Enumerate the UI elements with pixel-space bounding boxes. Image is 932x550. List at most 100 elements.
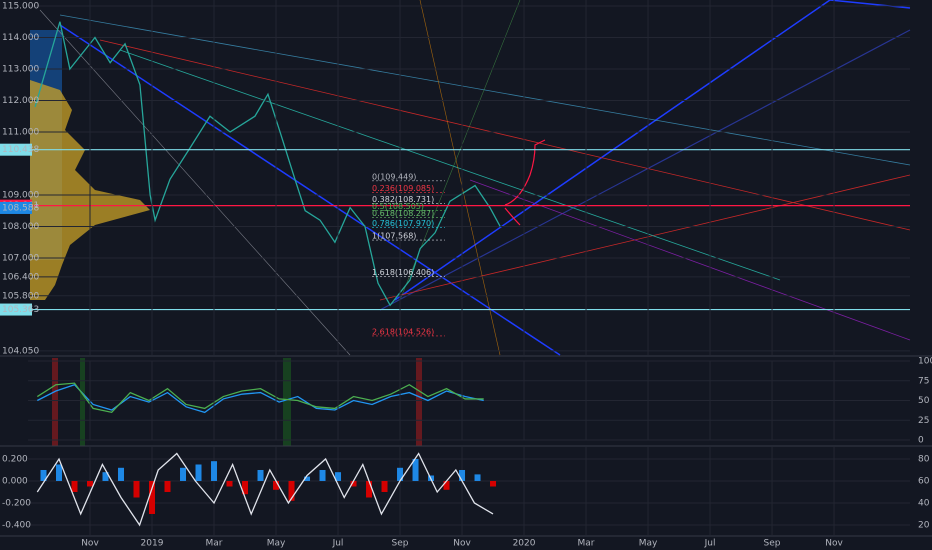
y-tick-label: 75: [918, 376, 929, 386]
histogram-bar: [412, 458, 419, 481]
fib-label: 1(107.568): [372, 232, 416, 241]
y2-tick-label: 80: [918, 454, 930, 464]
price-label-box: [0, 143, 32, 156]
x-tick-label: Nov: [453, 539, 471, 549]
histogram-bar: [164, 480, 171, 492]
y-tick-label: -0.400: [2, 520, 31, 530]
y-tick-label: 111.000: [2, 127, 39, 137]
fib-label: 0.236(109.085): [372, 184, 434, 193]
histogram-bar: [242, 480, 249, 495]
histogram-bar: [397, 467, 404, 481]
fib-label: 0.5(108.505): [372, 202, 424, 211]
x-tick-label: Sep: [764, 539, 781, 549]
histogram-bar: [366, 480, 373, 498]
trend-line: [469, 179, 911, 341]
histogram-bar: [474, 474, 481, 481]
y-tick-label: -0.200: [2, 498, 31, 508]
fib-label: 0.618(108.287): [372, 209, 434, 218]
histogram-bar: [443, 480, 450, 490]
fib-label: 2.618(104.526): [372, 327, 434, 336]
signal-strip: [52, 358, 58, 446]
signal-strip: [283, 358, 291, 446]
y-tick-label: 104.050: [2, 346, 39, 356]
histogram-bar: [226, 480, 233, 487]
histogram-bar: [335, 472, 342, 481]
data-layer: [28, 0, 910, 535]
trend-line: [119, 49, 781, 281]
projection: [504, 207, 521, 226]
y-tick-label: 109.000: [2, 190, 39, 200]
histogram-bar: [381, 480, 388, 492]
histogram-bar: [71, 480, 78, 492]
y-tick-label: 100: [918, 357, 932, 367]
histogram-bar: [288, 480, 295, 501]
histogram-bar: [195, 464, 202, 481]
y-tick-label: 108.000: [2, 222, 39, 232]
histogram-bar: [273, 480, 280, 490]
y-tick-label: 0.200: [2, 454, 28, 464]
histogram-bar: [118, 467, 125, 481]
trend-line: [59, 14, 911, 166]
x-tick-label: Jul: [332, 539, 344, 549]
x-tick-label: May: [639, 539, 658, 549]
histogram-bar: [102, 472, 109, 481]
series-line: [36, 452, 494, 527]
histogram-bar: [350, 480, 357, 487]
trend-line: [829, 0, 911, 9]
x-tick-label: Mar: [206, 539, 223, 549]
y-tick-label: 112.000: [2, 96, 39, 106]
price-label: 110.438: [2, 145, 39, 155]
y-tick-label: 107.000: [2, 253, 39, 263]
histogram-bar: [490, 480, 497, 487]
fib-label: 1.618(106.406): [372, 268, 434, 277]
series-line: [37, 383, 484, 414]
y-tick-label: 25: [918, 416, 929, 426]
y2-tick-label: 40: [918, 498, 930, 508]
x-tick-label: 2020: [513, 539, 536, 549]
fib-label: 0.382(108.731): [372, 195, 434, 204]
histogram-bar: [40, 469, 47, 481]
histogram-bar: [459, 469, 466, 481]
y-tick-label: 0: [918, 436, 924, 446]
signal-strip: [416, 358, 422, 446]
y-tick-label: 115.000: [2, 1, 39, 11]
x-tick-label: Jul: [704, 539, 716, 549]
y-tick-label: 106.400: [2, 272, 39, 282]
price-label: 105.363: [2, 305, 39, 315]
histogram-bar: [180, 467, 187, 481]
y2-tick-label: 60: [918, 476, 930, 486]
price-label: 108.588: [2, 203, 39, 213]
x-tick-label: Nov: [81, 539, 99, 549]
price-label-box: [0, 303, 32, 316]
y-tick-label: 0.000: [2, 476, 28, 486]
trend-line: [39, 9, 351, 356]
trend-line: [379, 174, 911, 301]
projection: [504, 139, 546, 206]
histogram-bar: [149, 480, 156, 514]
x-tick-label: Nov: [825, 539, 843, 549]
trend-line: [379, 29, 911, 311]
histogram-bar: [319, 469, 326, 481]
y2-tick-label: 20: [918, 520, 930, 530]
histogram-bar: [87, 480, 94, 487]
y-tick-label: 105.800: [2, 291, 39, 301]
series-line: [36, 382, 484, 414]
histogram-bar: [304, 476, 311, 481]
trend-line: [59, 24, 561, 356]
price-label-box: [0, 201, 32, 214]
x-tick-label: May: [267, 539, 286, 549]
histogram-bar: [133, 480, 140, 498]
signal-strip: [80, 358, 85, 446]
y-tick-label: 114.000: [2, 33, 39, 43]
fib-label: 0.786(107.970): [372, 219, 434, 228]
series-line: [34, 21, 501, 307]
histogram-bar: [211, 461, 218, 481]
x-tick-label: Mar: [578, 539, 595, 549]
y-tick-label: 50: [918, 396, 930, 406]
x-tick-label: Sep: [392, 539, 409, 549]
x-tick-label: 2019: [141, 539, 164, 549]
fib-label: 0(109.449): [372, 172, 416, 181]
